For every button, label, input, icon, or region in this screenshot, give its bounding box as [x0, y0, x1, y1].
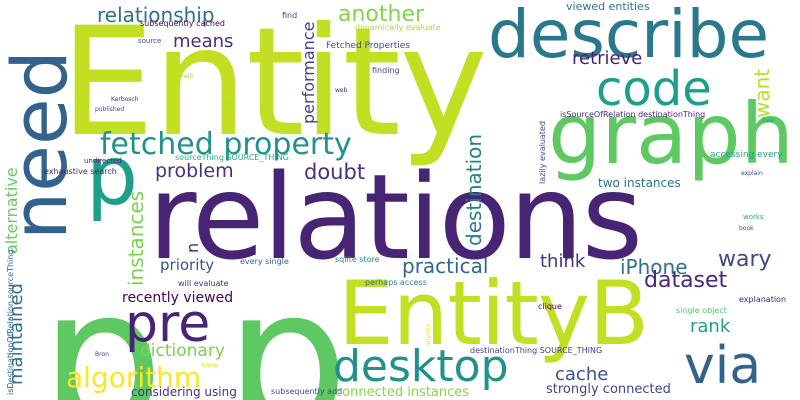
word-p-large: p	[40, 246, 164, 400]
word-will-evaluate: will evaluate	[178, 279, 229, 288]
word-another: another	[338, 2, 425, 27]
word-dataset: dataset	[644, 268, 728, 293]
word-lazily-evaluated: lazily evaluated	[538, 121, 547, 184]
word-know: know	[202, 362, 218, 369]
word-pre: pre	[125, 294, 211, 354]
word-want: want	[750, 68, 774, 118]
word-doubt: doubt	[304, 160, 366, 184]
word-retrieve: retrieve	[572, 48, 643, 69]
word-p-medium: p	[86, 129, 139, 224]
word-tell: tell	[225, 100, 235, 107]
word-performance: performance	[299, 21, 318, 124]
word-published: published	[95, 106, 125, 113]
word-strongly-connected: strongly connected	[546, 382, 671, 397]
word-means: means	[173, 31, 234, 52]
word-think: think	[540, 251, 586, 272]
word-free: free	[762, 117, 774, 124]
word-dictionary: dictionary	[140, 341, 225, 361]
word-via: via	[684, 336, 762, 396]
word-subsequently-add: subsequently add	[271, 387, 343, 396]
word-dynamically-evaluate: dynamically evaluate	[355, 23, 441, 32]
word-sourcething-source-thing: sourceThing SOURCE_THING	[175, 153, 289, 162]
word-clique: clique	[538, 302, 562, 311]
word-kerbosch: Kerbosch	[111, 96, 139, 103]
word-fetched-property: fetched property	[100, 127, 352, 162]
word-perhaps-access: perhaps access	[365, 278, 427, 287]
word-exhaustive-search: exhaustive search	[44, 167, 117, 176]
word-code: code	[596, 61, 712, 117]
word-find: find	[282, 11, 298, 20]
word-algorithm: algorithm	[66, 361, 202, 394]
word-priority: priority	[160, 256, 215, 274]
word-issourceofrelation-destinationthing: isSourceOfRelation destinationThing	[560, 110, 706, 119]
word-viewed-entities: viewed entities	[566, 0, 650, 13]
word-source: source	[138, 37, 162, 45]
word-sqlite-store: sqlite store	[335, 255, 380, 264]
word-fetched-properties: Fetched Properties	[326, 41, 410, 51]
word-finding: finding	[372, 66, 400, 75]
word-will: will	[183, 73, 193, 80]
word-accessing-every: accessing every	[710, 150, 783, 160]
word-undirected: undirected	[84, 157, 122, 165]
word-recently-viewed: recently viewed	[122, 290, 234, 306]
word-explain: explain	[741, 170, 763, 177]
word-explanation: explanation	[739, 295, 787, 304]
word-destination: destination	[462, 133, 486, 246]
word-destinationthing-source-thing: destinationThing SOURCE_THING	[470, 346, 603, 355]
word-considering-using: considering using	[131, 385, 237, 399]
word-n: n	[183, 242, 202, 253]
word-practical: practical	[402, 254, 489, 278]
word-cache: cache	[555, 364, 609, 385]
word-graph: graph	[548, 85, 794, 183]
word-bron: Bron	[95, 351, 109, 358]
word-rank: rank	[690, 316, 731, 337]
word-desktop: desktop	[333, 341, 509, 392]
word-relationship: relationship	[97, 3, 215, 27]
word-instances: instances	[124, 190, 148, 286]
word-every-single: every single	[240, 257, 289, 266]
word-relations: relations	[148, 148, 643, 286]
word-isdestinationofrelation-sourcething: isDestinationOfRelation sourceThing	[6, 249, 15, 395]
word-problem: problem	[155, 160, 234, 182]
word-wary: wary	[718, 247, 772, 272]
word-single-object: single object	[676, 306, 727, 315]
word-describe: describe	[488, 0, 770, 73]
word-works: works	[743, 213, 764, 221]
word-iphone: iPhone	[620, 255, 688, 279]
word-entityb: EntityB	[338, 262, 649, 365]
word-subsequently-cached: subsequently cached	[140, 19, 225, 28]
word-anyone: anyone	[425, 323, 432, 346]
word-connected-instances: connected instances	[335, 385, 470, 400]
word-alternative: alternative	[2, 167, 21, 254]
word-web: web	[335, 87, 348, 94]
word-book: book	[739, 225, 754, 232]
word-p-large-2: p	[225, 246, 349, 400]
word-entity: Entity	[60, 0, 488, 170]
word-two-instances: two instances	[598, 176, 681, 190]
